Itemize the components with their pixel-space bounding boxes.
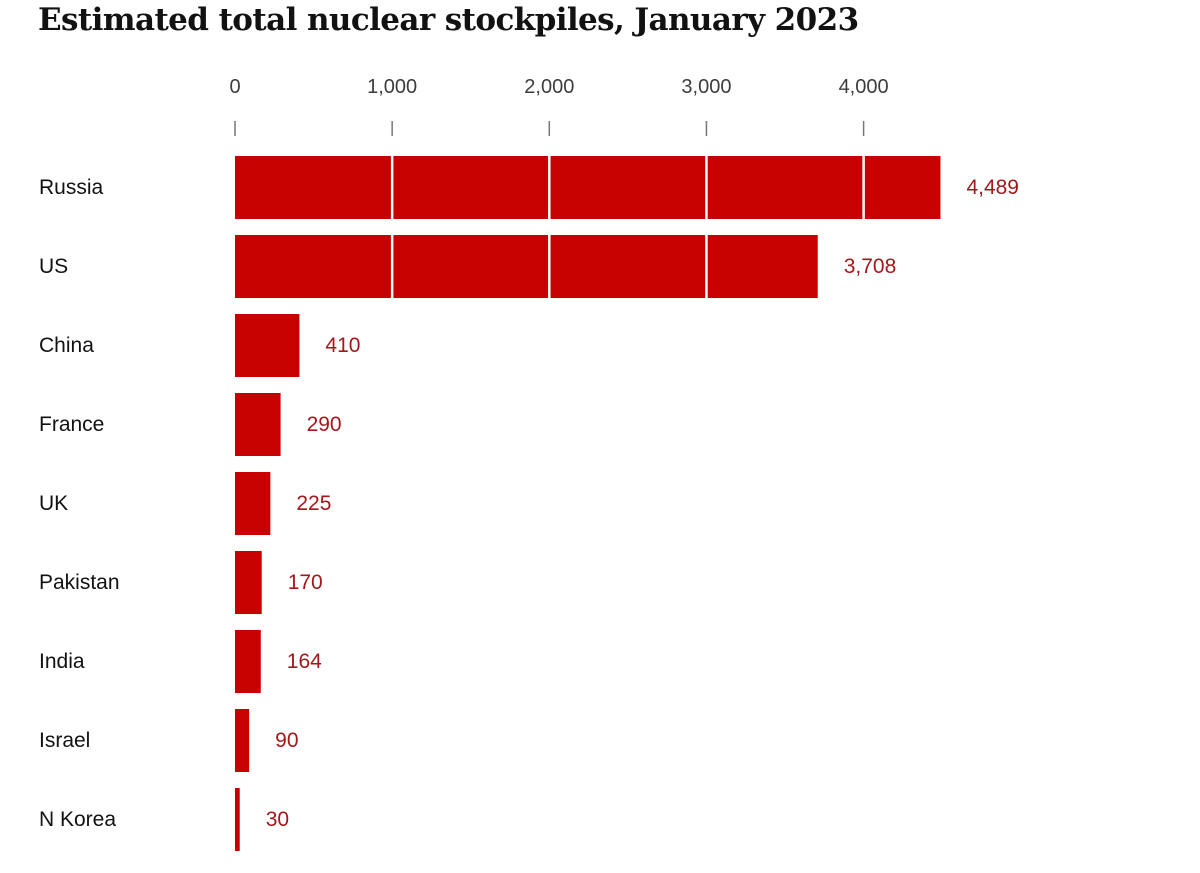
bars: [235, 156, 941, 851]
category-label: Russia: [39, 176, 104, 199]
x-tick-label: 2,000: [524, 76, 574, 98]
bar: [235, 235, 818, 298]
value-label: 90: [275, 729, 298, 752]
category-label: Israel: [39, 729, 90, 752]
bar: [235, 156, 941, 219]
bar: [235, 788, 240, 851]
chart-title: Estimated total nuclear stockpiles, Janu…: [38, 2, 859, 38]
labels: Russia 4,489 US 3,708 China 410 France 290 UK 225…: [39, 176, 1019, 831]
value-label: 30: [266, 808, 289, 831]
bar: [235, 314, 300, 377]
category-label: US: [39, 255, 68, 278]
x-tick-label: 4,000: [839, 76, 889, 98]
bar: [235, 393, 281, 456]
bar: [235, 630, 261, 693]
value-label: 290: [307, 413, 342, 436]
category-label: India: [39, 650, 85, 673]
bar: [235, 709, 250, 772]
value-label: 225: [296, 492, 331, 515]
value-label: 170: [288, 571, 323, 594]
category-label: France: [39, 413, 104, 436]
category-label: UK: [39, 492, 68, 515]
bar: [235, 551, 262, 614]
x-axis: 0 1,000 2,000 3,000 4,000: [229, 76, 889, 136]
category-label: China: [39, 334, 94, 357]
x-tick-label: 3,000: [681, 76, 731, 98]
bar: [235, 472, 271, 535]
value-label: 3,708: [844, 255, 897, 278]
value-label: 410: [325, 334, 360, 357]
value-label: 4,489: [966, 176, 1019, 199]
x-tick-label: 0: [229, 76, 240, 98]
category-label: N Korea: [39, 808, 116, 831]
category-label: Pakistan: [39, 571, 120, 594]
x-tick-label: 1,000: [367, 76, 417, 98]
value-label: 164: [287, 650, 322, 673]
